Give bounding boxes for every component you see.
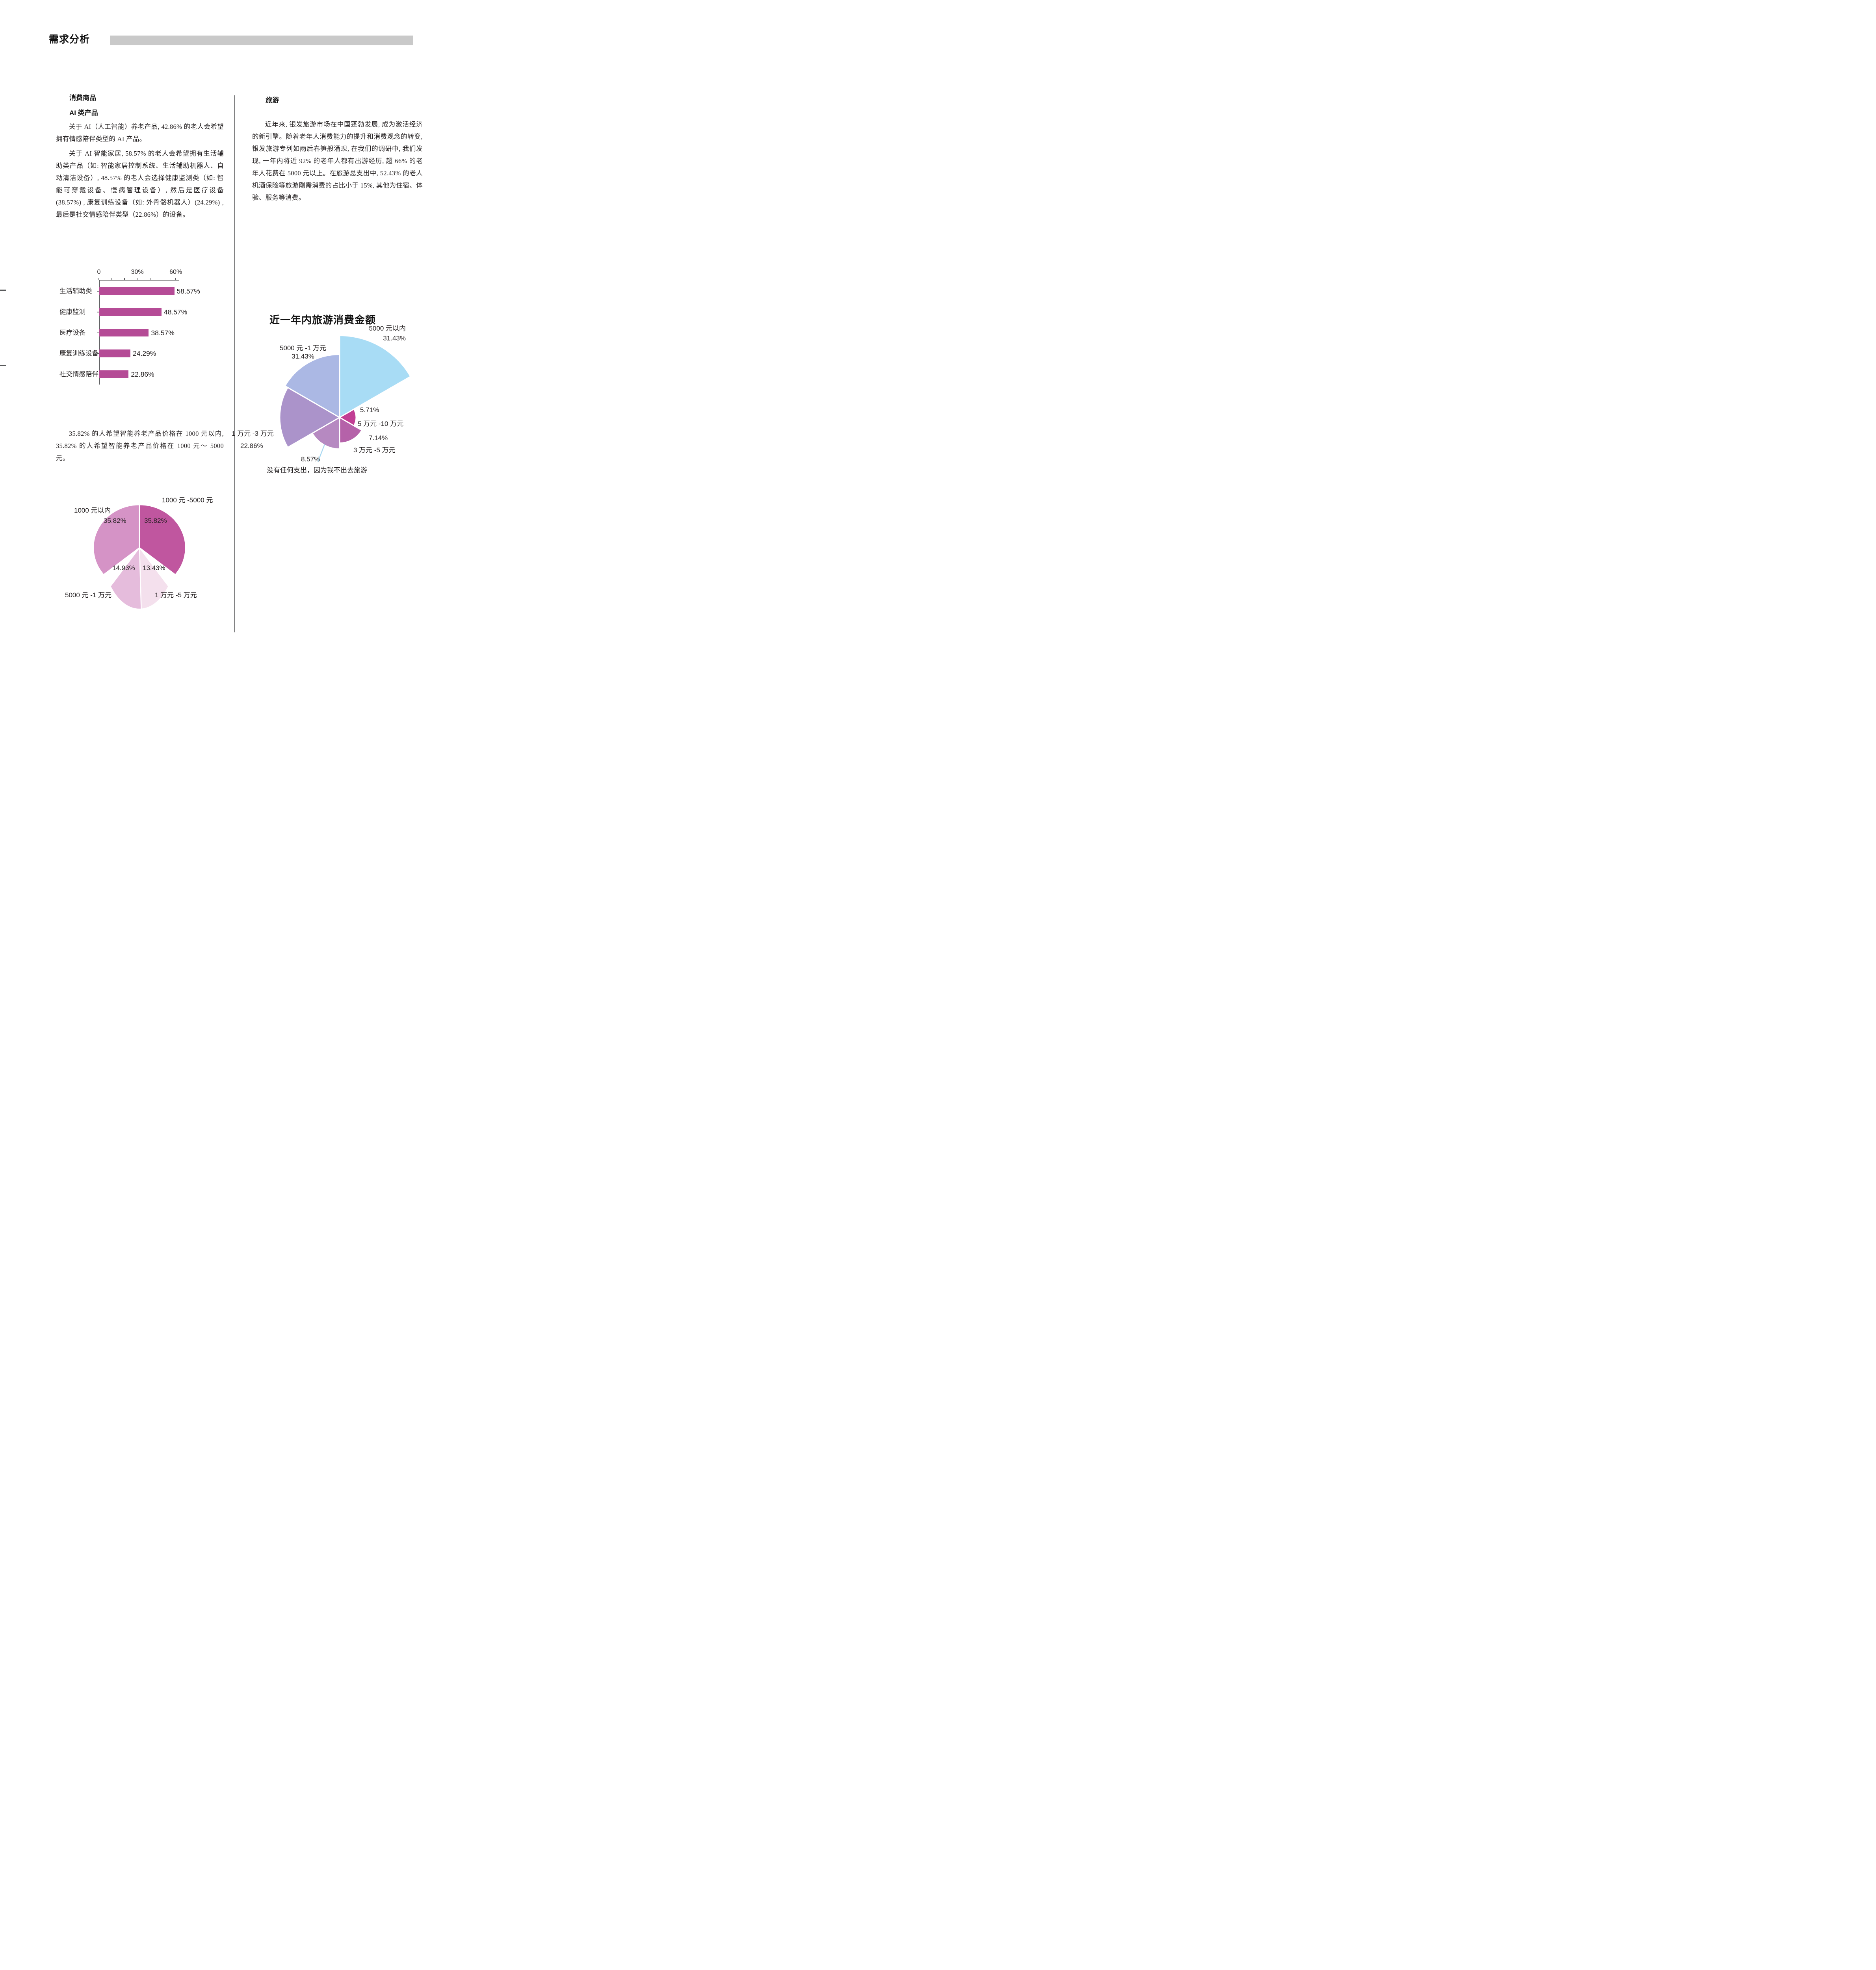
- section-title-ai-products: AI 类产品: [69, 109, 98, 117]
- rose-value-50k-100k: 5.71%: [360, 406, 379, 414]
- x-axis-tick-label: 30%: [131, 269, 144, 275]
- rose-chart-travel-spending: [255, 333, 425, 469]
- rose-slice-5: [284, 353, 340, 419]
- bar-category-label: 健康监测: [59, 309, 85, 316]
- rose-slice-3: [311, 416, 340, 450]
- rose-slice-4: [279, 387, 341, 448]
- pie-value-5000-10k: 14.93%: [112, 564, 135, 572]
- x-axis-tick: [124, 278, 125, 280]
- bar-category-label: 医疗设备: [59, 329, 85, 336]
- pie-slice-3: [93, 504, 140, 576]
- bar-1: [99, 308, 162, 316]
- rose-value-no-spending: 8.57%: [301, 455, 320, 463]
- pie-value-10k-50k: 13.43%: [143, 564, 165, 572]
- rose-label-50k-100k: 5 万元 -10 万元: [358, 420, 404, 427]
- category-axis-dash: [97, 374, 99, 375]
- bar-value-label: 24.29%: [133, 349, 156, 357]
- left-margin-crop-mark: [0, 365, 6, 366]
- x-axis-tick-label: 60%: [169, 269, 182, 275]
- rose-value-under-5000: 31.43%: [383, 335, 406, 342]
- rose-value-30k-50k: 7.14%: [369, 434, 388, 442]
- x-axis-tick: [175, 278, 176, 280]
- rose-label-no-spending: 没有任何支出，因为我不出去旅游: [267, 466, 367, 474]
- pie-slice-0: [139, 504, 186, 576]
- pie-label-10k-50k: 1 万元 -5 万元: [155, 591, 197, 599]
- pie-label-5000-10k: 5000 元 -1 万元: [65, 591, 112, 599]
- rose-value-10k-30k: 22.86%: [240, 442, 263, 450]
- bar-2: [99, 329, 149, 337]
- paragraph-ai-products-1: 关于 AI（人工智能）养老产品, 42.86% 的老人会希望拥有情感陪伴类型的 …: [56, 123, 224, 143]
- pie-chart-product-price: [89, 497, 190, 612]
- x-axis-line: [99, 280, 179, 281]
- rose-value-5000-10k: 31.43%: [292, 353, 314, 360]
- section-title-consumer-goods: 消费商品: [69, 94, 96, 102]
- rose-label-under-5000: 5000 元以内: [369, 325, 406, 332]
- page-title: 需求分析: [49, 34, 90, 45]
- bar-value-label: 22.86%: [131, 370, 154, 378]
- pie-value-1000-5000: 35.82%: [144, 517, 167, 524]
- paragraph-price-preference-text: 35.82% 的人希望智能养老产品价格在 1000 元以内, 35.82% 的人…: [56, 430, 224, 462]
- bar-value-label: 38.57%: [151, 329, 175, 337]
- paragraph-price-preference: 35.82% 的人希望智能养老产品价格在 1000 元以内, 35.82% 的人…: [56, 427, 224, 464]
- paragraph-ai-products-2: 关于 AI 智能家居, 58.57% 的老人会希望拥有生活辅助类产品（如: 智能…: [56, 150, 224, 218]
- x-axis-tick-label: 0: [97, 269, 101, 275]
- pie-label-1000-5000: 1000 元 -5000 元: [162, 496, 213, 504]
- bar-3: [99, 349, 130, 357]
- category-axis-dash: [97, 353, 99, 354]
- bar-category-label: 生活辅助类: [59, 288, 92, 295]
- y-axis-line: [99, 280, 100, 385]
- bar-value-label: 48.57%: [163, 308, 188, 316]
- left-margin-crop-mark: [0, 290, 6, 291]
- rose-chart-title: 近一年内旅游消费金额: [269, 314, 376, 326]
- bar-0: [99, 287, 175, 295]
- report-page: { "page": { "header": { "title": "需求分析" …: [0, 0, 469, 663]
- callout-line: [317, 444, 325, 462]
- pie-label-under-1000: 1000 元以内: [74, 507, 111, 514]
- right-column: 旅游 近年来, 银发旅游市场在中国蓬勃发展, 成为激活经济的新引擎。随着老年人消…: [252, 93, 423, 204]
- category-axis-dash: [97, 291, 99, 292]
- x-axis-tick: [111, 278, 112, 280]
- rose-label-10k-30k: 1 万元 -3 万元: [232, 430, 274, 437]
- rose-slice-0: [339, 335, 412, 419]
- column-divider: [234, 95, 235, 632]
- bar-category-label: 社交情感陪伴: [59, 370, 98, 378]
- x-axis-tick: [98, 278, 99, 280]
- header-accent-bar: [110, 35, 413, 45]
- bar-value-label: 58.57%: [176, 287, 200, 295]
- rose-label-30k-50k: 3 万元 -5 万元: [353, 446, 396, 454]
- rose-slice-2: [339, 416, 363, 444]
- paragraph-travel: 近年来, 银发旅游市场在中国蓬勃发展, 成为激活经济的新引擎。随着老年人消费能力…: [252, 121, 423, 201]
- left-column: 消费商品 AI 类产品 关于 AI（人工智能）养老产品, 42.86% 的老人会…: [56, 91, 224, 221]
- pie-value-under-1000: 35.82%: [104, 517, 126, 524]
- section-title-travel: 旅游: [266, 97, 279, 104]
- pie-slice-2: [110, 546, 142, 610]
- pie-slice-1: [139, 546, 169, 610]
- bar-category-label: 康复训练设备: [59, 350, 98, 357]
- bar-chart-ai-product-preferences: 0 30% 60% 生活辅助类 58.57% 健康监测 48.57% 医疗设备 38.57% 康复…: [56, 268, 229, 390]
- bar-4: [99, 370, 129, 378]
- x-axis-tick: [137, 278, 138, 280]
- rose-label-5000-10k: 5000 元 -1 万元: [279, 344, 327, 352]
